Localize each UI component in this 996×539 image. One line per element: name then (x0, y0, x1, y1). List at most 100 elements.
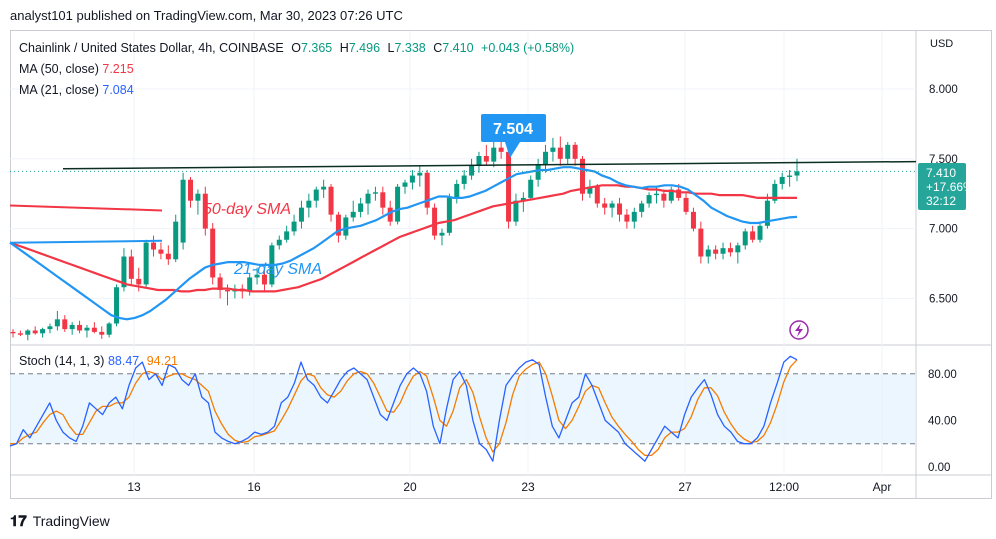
candle-body (409, 175, 415, 183)
stoch-y-tick-label: 0.00 (928, 462, 950, 474)
callout-bubble (481, 114, 546, 158)
candle-body (779, 176, 785, 184)
stoch-d-value: 94.21 (146, 354, 178, 368)
candle-body (151, 242, 157, 250)
candle-body (313, 189, 319, 201)
open-label: O (291, 41, 301, 55)
high-value: 7.496 (348, 41, 381, 55)
candle-body (202, 193, 208, 229)
x-tick-label: 16 (247, 480, 261, 494)
candle-body (572, 144, 578, 159)
candle-body (328, 186, 334, 215)
candle-body (587, 186, 593, 194)
candle-body (306, 200, 312, 208)
candle-body (557, 147, 563, 159)
resistance-line (62, 160, 917, 170)
candle-body (565, 144, 571, 159)
candle-body (757, 225, 763, 240)
ma21-line (9, 166, 798, 321)
x-tick-label: 27 (678, 480, 692, 494)
candle-body (106, 323, 112, 335)
candle-body (291, 221, 297, 232)
candle-body (727, 248, 733, 253)
candle-body (121, 256, 127, 288)
sma50-reference-line (9, 204, 163, 212)
candle-body (594, 186, 600, 204)
candle-body (520, 197, 526, 201)
candle-body (624, 214, 630, 222)
candle-body (321, 186, 327, 190)
x-tick-label: 20 (403, 480, 417, 494)
candle-body (217, 277, 223, 291)
candle-body (713, 249, 719, 254)
candle-body (254, 274, 260, 278)
candle-body (439, 232, 445, 236)
candle-body (143, 242, 149, 285)
candle-body (128, 256, 134, 279)
lightning-circle (789, 320, 809, 340)
symbol-label: Chainlink / United States Dollar, 4h, CO… (19, 41, 284, 55)
open-value: 7.365 (300, 41, 333, 55)
candle-body (602, 203, 608, 208)
candle-body (365, 193, 371, 204)
badge-countdown: 32:12 (926, 194, 956, 208)
candle-body (609, 203, 615, 208)
sma21-reference-line (9, 239, 163, 244)
ma50-line: MA (50, close) 7.215 (19, 59, 574, 80)
candle-body (580, 158, 586, 194)
stoch-y-tick-label: 80.00 (928, 369, 957, 381)
candle-body (372, 192, 378, 194)
candle-body (705, 249, 711, 257)
candle-body (91, 327, 97, 332)
callout-text: 7.504 (493, 121, 533, 138)
candle-body (380, 192, 386, 208)
candle-body (543, 151, 549, 165)
ma50-line (9, 184, 797, 293)
low-value: 7.338 (394, 41, 426, 55)
candle-body (683, 197, 689, 212)
ma21-label: MA (21, close) (19, 83, 99, 97)
x-tick-label: 13 (127, 480, 141, 494)
ma50-label: MA (50, close) (19, 62, 99, 76)
candle-body (676, 189, 682, 198)
candle-body (446, 197, 452, 233)
stoch-k-value: 88.47 (107, 354, 140, 368)
candle-body (114, 287, 120, 324)
close-label: C (433, 41, 443, 55)
header-text: analyst101 published on TradingView.com,… (10, 8, 403, 23)
candle-body (180, 179, 186, 243)
candle-body (720, 248, 726, 254)
stoch-d-line (10, 359, 798, 457)
candle-body (395, 186, 401, 222)
candle-body (454, 183, 460, 198)
candle-body (735, 245, 741, 253)
candle-body (424, 172, 430, 208)
candle-body (77, 324, 83, 331)
footer-text: TradingView (32, 513, 110, 529)
candle-body (535, 164, 541, 180)
low-label: L (387, 41, 395, 55)
stoch-k-line (9, 355, 798, 462)
stoch-pane: 80.00 40.00 0.00 (9, 355, 957, 474)
footer: 𝟏𝟕 TradingView (10, 510, 110, 532)
price-badge-bg (918, 163, 966, 210)
candle-body (402, 182, 408, 187)
candle-body (491, 147, 497, 162)
candle-body (772, 183, 778, 201)
stoch-legend: Stoch (14, 1, 3) 88.47 94.21 (19, 354, 178, 368)
chart-frame (10, 30, 992, 499)
tradingview-logo-icon: 𝟏𝟕 (10, 512, 27, 530)
candle-body (284, 231, 290, 240)
x-tick-label: 12:00 (769, 480, 799, 494)
candle-body (136, 278, 142, 285)
y-tick-label: 7.500 (929, 154, 958, 166)
ma21-value: 7.084 (102, 83, 134, 97)
close-value: 7.410 (442, 41, 474, 55)
candle-body (195, 193, 201, 201)
sma21-annotation: 21-day SMA (233, 261, 322, 278)
candle-body (84, 327, 90, 331)
candle-body (631, 211, 637, 222)
ma21-line: MA (21, close) 7.084 (19, 80, 574, 101)
candle-body (40, 329, 46, 334)
